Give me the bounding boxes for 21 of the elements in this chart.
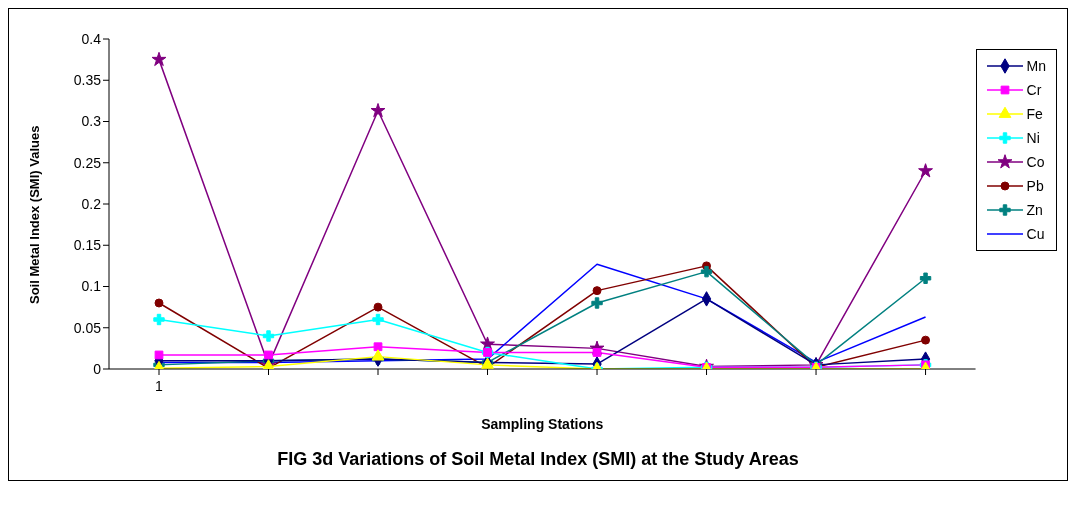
legend-label: Mn [1026, 58, 1046, 74]
x-axis-title: Sampling Stations [481, 416, 604, 432]
legend-label: Cr [1026, 82, 1042, 98]
y-tick-label: 0.4 [81, 30, 102, 47]
legend-label: Zn [1026, 202, 1043, 218]
y-tick-label: 0 [93, 360, 102, 377]
legend-label: Ni [1026, 130, 1040, 146]
legend-label: Cu [1026, 226, 1045, 242]
x-tick-label: 1 [155, 378, 164, 394]
legend-label: Co [1026, 154, 1045, 170]
legend-label: Fe [1026, 106, 1043, 122]
y-tick-label: 0.15 [73, 237, 102, 254]
y-tick-label: 0.25 [73, 154, 102, 171]
y-axis-title: Soil Metal Index (SMI) Values [26, 125, 42, 304]
y-tick-label: 0.2 [81, 195, 102, 212]
text: FIG 3d Variations of Soil Metal Index (SMI) at the Study Areas [276, 449, 800, 471]
y-tick-label: 0.35 [73, 72, 102, 89]
y-tick-label: 0.3 [81, 113, 102, 130]
y-tick-label: 0.05 [73, 319, 102, 336]
y-tick-label: 0.1 [81, 278, 102, 295]
legend-label: Pb [1026, 178, 1044, 194]
